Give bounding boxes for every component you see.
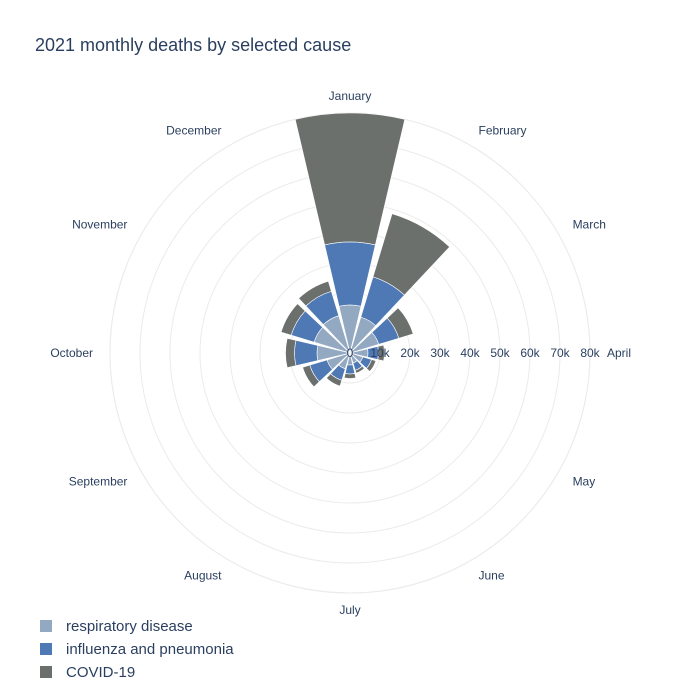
angular-label-september: September — [69, 475, 128, 489]
legend-swatch — [40, 620, 52, 632]
radial-tick-label: 0 — [347, 346, 354, 360]
bar-influenza-and-pneumonia-october — [294, 339, 319, 367]
bar-covid-19-may — [365, 359, 377, 372]
legend-label: influenza and pneumonia — [66, 641, 234, 658]
angular-label-august: August — [184, 569, 222, 583]
legend: respiratory disease influenza and pneumon… — [40, 618, 234, 681]
radial-tick-label: 70k — [550, 346, 570, 360]
angular-label-december: December — [166, 123, 221, 137]
bar-influenza-and-pneumonia-july — [344, 364, 356, 375]
radial-tick-label: 40k — [460, 346, 480, 360]
bar-covid-19-november — [280, 303, 306, 336]
radial-tick-label: 60k — [520, 346, 540, 360]
bar-covid-19-april — [377, 344, 385, 362]
angular-label-november: November — [72, 218, 127, 232]
bar-covid-19-december — [298, 280, 332, 307]
radial-tick-label: 20k — [400, 346, 420, 360]
bar-covid-19-january — [294, 112, 406, 246]
angular-label-february: February — [479, 123, 527, 137]
angular-axis-labels: January February March April May June July Augu… — [50, 89, 631, 617]
radial-tick-label: 80k — [580, 346, 600, 360]
angular-label-october: October — [50, 346, 93, 360]
radial-axis-ticks: 0 10k 20k 30k 40k 50k 60k 70k 80k — [347, 346, 601, 360]
angular-label-june: June — [479, 569, 505, 583]
angular-label-january: January — [329, 89, 372, 103]
legend-swatch — [40, 666, 52, 678]
bar-covid-19-september — [302, 364, 320, 388]
bar-covid-19-july — [343, 373, 357, 379]
radial-tick-label: 30k — [430, 346, 450, 360]
bar-covid-19-june — [354, 365, 365, 374]
bar-covid-19-february — [372, 213, 451, 296]
radial-tick-label: 10k — [370, 346, 390, 360]
bar-covid-19-october — [285, 337, 297, 369]
bar-covid-19-august — [325, 373, 343, 387]
bar-covid-19-march — [386, 307, 414, 339]
legend-label: respiratory disease — [66, 618, 193, 635]
angular-label-july: July — [339, 603, 360, 617]
polar-bars — [280, 112, 451, 388]
chart-title: 2021 monthly deaths by selected cause — [35, 35, 351, 55]
angular-label-may: May — [573, 475, 596, 489]
radial-tick-label: 50k — [490, 346, 510, 360]
angular-label-march: March — [573, 218, 606, 232]
angular-label-april: April — [607, 346, 631, 360]
legend-label: COVID-19 — [66, 664, 135, 681]
legend-swatch — [40, 643, 52, 655]
